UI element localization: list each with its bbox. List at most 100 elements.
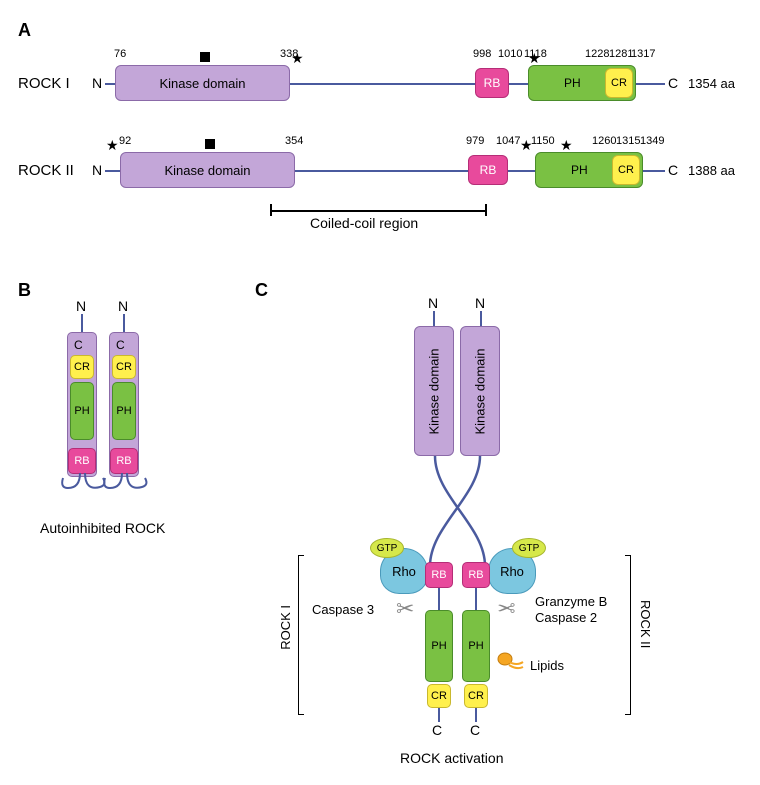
- rock1-rb: RB: [475, 68, 509, 98]
- rock2-kinase-label: Kinase domain: [165, 163, 251, 178]
- rock2-star-n: ★: [106, 137, 119, 154]
- rock1-square: [200, 52, 210, 62]
- rock2-rb-start: 979: [466, 135, 484, 147]
- rock1-aa: 1354 aa: [688, 76, 735, 91]
- rock2-kinase-end: 354: [285, 135, 303, 147]
- c-rb1: RB: [425, 562, 453, 588]
- c-kinase1-label: Kinase domain: [427, 348, 442, 434]
- rock2-ph-end: 1260: [592, 135, 616, 147]
- rock2-square: [205, 139, 215, 149]
- rock1-ph-end: 1228: [585, 48, 609, 60]
- coil-bracket-v2: [485, 204, 487, 216]
- c-line-rbph1: [438, 588, 440, 610]
- c-ph1-label: PH: [431, 640, 446, 652]
- c-gtp2-label: GTP: [519, 543, 540, 554]
- rock2-cr-end: 1349: [640, 135, 664, 147]
- c-line-c2: [475, 708, 477, 722]
- rock2-rb-label: RB: [480, 163, 497, 177]
- rock1-ph-label: PH: [564, 76, 581, 90]
- c-cr1: CR: [427, 684, 451, 708]
- b-ph1-label: PH: [74, 405, 89, 417]
- b-cr2-label: CR: [116, 361, 132, 373]
- rock1-kinase-label: Kinase domain: [160, 76, 246, 91]
- b-cr1-label: CR: [74, 361, 90, 373]
- c-caption: ROCK activation: [400, 750, 503, 766]
- c-kinase2: Kinase domain: [460, 326, 500, 456]
- c-line-rbph2: [475, 588, 477, 610]
- c-rb2-label: RB: [468, 569, 483, 581]
- panel-b-label: B: [18, 280, 31, 301]
- rock2-ph-start: 1150: [531, 135, 555, 147]
- c-ph2-label: PH: [468, 640, 483, 652]
- b-c2: C: [116, 338, 125, 352]
- b-n2: N: [118, 298, 128, 314]
- c-scissors-right: ✂: [497, 596, 515, 622]
- c-line-n1: [433, 311, 435, 326]
- rock1-n: N: [92, 75, 102, 91]
- rock2-n: N: [92, 162, 102, 178]
- b-n1: N: [76, 298, 86, 314]
- rock1-star1: ★: [291, 50, 304, 67]
- rock1-cr-label: CR: [611, 77, 627, 89]
- c-kinase2-label: Kinase domain: [473, 348, 488, 434]
- b-line-n1: [81, 314, 83, 332]
- rock2-star2: ★: [520, 137, 533, 154]
- rock2-rb: RB: [468, 155, 508, 185]
- coil-bracket-h: [270, 210, 485, 212]
- b-rb2: RB: [110, 448, 138, 474]
- b-line-n2: [123, 314, 125, 332]
- panel-c-label: C: [255, 280, 268, 301]
- c-caspase2: Caspase 2: [535, 610, 597, 625]
- c-scissors-left: ✂: [396, 596, 414, 622]
- rock2-cr: CR: [612, 155, 640, 185]
- b-cr2: CR: [112, 355, 136, 379]
- c-gtp1-label: GTP: [377, 543, 398, 554]
- b-c1: C: [74, 338, 83, 352]
- b-rb1-label: RB: [74, 455, 89, 467]
- c-rb1-label: RB: [431, 569, 446, 581]
- c-kinase1: Kinase domain: [414, 326, 454, 456]
- c-n1: N: [428, 295, 438, 311]
- c-rock2-label: ROCK II: [638, 600, 653, 648]
- rock1-cr-start: 1281: [609, 48, 633, 60]
- c-caspase3: Caspase 3: [312, 602, 374, 617]
- rock1-name: ROCK I: [18, 75, 70, 92]
- rock1-cr-end: 1317: [631, 48, 655, 60]
- b-ph2: PH: [112, 382, 136, 440]
- rock1-kinase: Kinase domain: [115, 65, 290, 101]
- rock2-kinase: Kinase domain: [120, 152, 295, 188]
- rock2-kinase-start: 92: [119, 135, 131, 147]
- c-cr2: CR: [464, 684, 488, 708]
- c-rb2: RB: [462, 562, 490, 588]
- b-loop1: [65, 473, 105, 493]
- c-line-c1: [438, 708, 440, 722]
- rock2-rb-end: 1047: [496, 135, 520, 147]
- c-rho2-label: Rho: [500, 564, 524, 579]
- c-gtp1: GTP: [370, 538, 404, 558]
- c-bracket-right: [625, 555, 631, 715]
- c-cr1-label: CR: [431, 690, 447, 702]
- c-ph1: PH: [425, 610, 453, 682]
- b-loop2: [107, 473, 147, 493]
- rock1-rb-label: RB: [484, 76, 501, 90]
- coil-bracket-v1: [270, 204, 272, 216]
- c-c1: C: [432, 722, 442, 738]
- rock2-star3: ★: [560, 137, 573, 154]
- c-granzyme: Granzyme B: [535, 594, 607, 609]
- rock1-kinase-start: 76: [114, 48, 126, 60]
- rock1-cr: CR: [605, 68, 633, 98]
- c-line-n2: [480, 311, 482, 326]
- coil-label: Coiled-coil region: [310, 215, 418, 231]
- rock1-c: C: [668, 75, 678, 91]
- rock2-name: ROCK II: [18, 162, 74, 179]
- rock2-c: C: [668, 162, 678, 178]
- rock2-ph-label: PH: [571, 163, 588, 177]
- b-caption: Autoinhibited ROCK: [40, 520, 165, 536]
- b-ph1: PH: [70, 382, 94, 440]
- rock1-star2: ★: [528, 50, 541, 67]
- rock2-cr-label: CR: [618, 164, 634, 176]
- c-cr2-label: CR: [468, 690, 484, 702]
- b-rb1: RB: [68, 448, 96, 474]
- c-c2: C: [470, 722, 480, 738]
- b-cr1: CR: [70, 355, 94, 379]
